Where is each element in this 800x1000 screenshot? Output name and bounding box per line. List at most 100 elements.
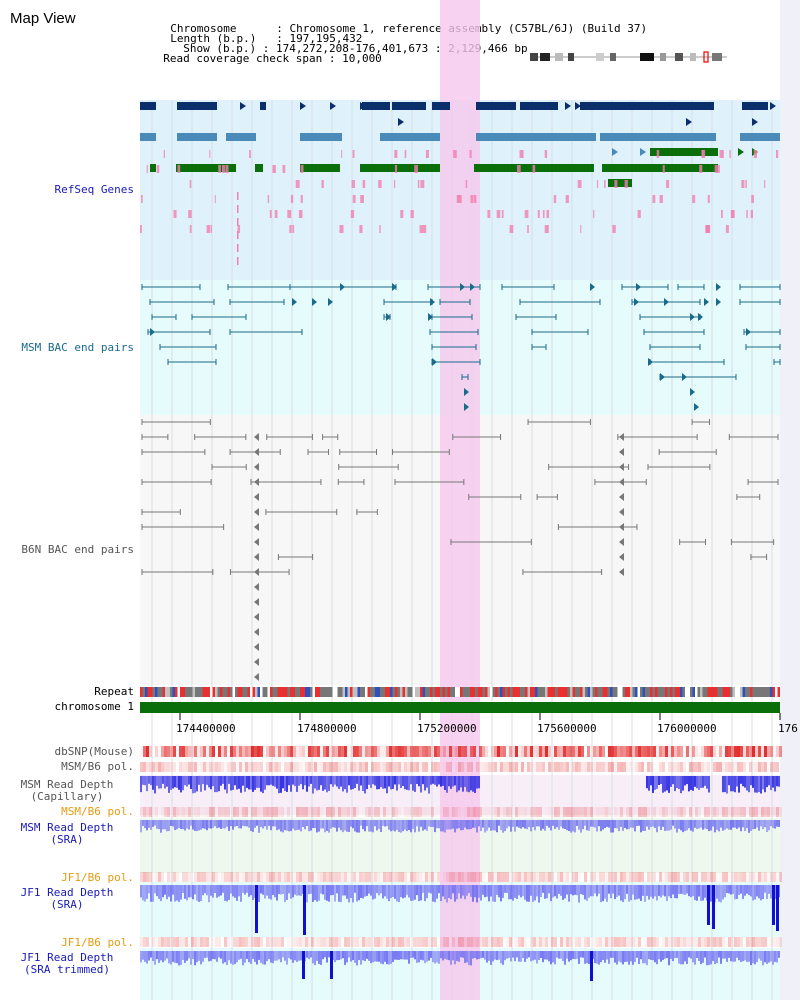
heat-cell <box>653 746 656 757</box>
depth-bar <box>368 885 370 894</box>
repeat-mark <box>700 687 703 697</box>
heat-cell <box>161 937 164 947</box>
heat-cell <box>737 872 740 882</box>
depth-bar <box>444 820 446 833</box>
heat-cell <box>212 807 215 817</box>
heat-cell <box>452 746 455 757</box>
depth-bar <box>384 885 386 897</box>
repeat-mark <box>535 687 538 697</box>
depth-bar <box>226 885 228 902</box>
heat-cell <box>617 762 620 772</box>
heat-cell <box>524 937 527 947</box>
depth-bar <box>482 951 484 958</box>
depth-bar <box>664 951 666 959</box>
heat-cell <box>542 746 545 757</box>
depth-bar <box>724 951 726 959</box>
depth-bar <box>426 885 428 899</box>
depth-bar <box>400 776 402 788</box>
depth-bar <box>326 820 328 831</box>
heat-cell <box>644 746 647 757</box>
heat-cell <box>272 746 275 757</box>
heat-cell <box>371 872 374 882</box>
repeat-mark <box>667 687 670 697</box>
depth-bar <box>760 885 762 901</box>
heat-cell <box>557 746 560 757</box>
depth-bar <box>660 951 662 962</box>
heat-cell <box>545 762 548 772</box>
heat-cell <box>338 807 341 817</box>
repeat-mark <box>770 687 773 697</box>
depth-bar <box>162 820 164 830</box>
heat-cell <box>758 746 761 757</box>
heat-cell <box>467 746 470 757</box>
heat-cell <box>368 872 371 882</box>
heat-cell <box>779 807 782 817</box>
heat-cell <box>635 807 638 817</box>
depth-bar <box>278 776 280 794</box>
depth-bar <box>372 820 374 833</box>
repeat-mark <box>575 687 578 697</box>
heat-cell <box>368 807 371 817</box>
heat-cell <box>734 746 737 757</box>
heat-cell <box>389 746 392 757</box>
depth-bar <box>262 776 264 794</box>
depth-bar <box>452 776 454 787</box>
heat-cell <box>269 746 272 757</box>
depth-bar <box>524 885 526 900</box>
depth-bar <box>598 820 600 827</box>
depth-bar <box>338 885 340 902</box>
heat-cell <box>578 937 581 947</box>
heat-cell <box>212 762 215 772</box>
heat-cell <box>647 937 650 947</box>
depth-bar <box>268 820 270 826</box>
snp-mark <box>140 225 142 233</box>
depth-bar <box>244 951 246 963</box>
heat-cell <box>491 937 494 947</box>
repeat-mark <box>165 687 168 697</box>
heat-cell <box>149 762 152 772</box>
heat-cell <box>152 762 155 772</box>
depth-bar <box>596 951 598 964</box>
heat-cell <box>548 872 551 882</box>
depth-bar <box>464 820 466 828</box>
repeat-mark <box>682 687 685 697</box>
depth-bar <box>612 885 614 894</box>
depth-bar <box>156 776 158 786</box>
depth-bar <box>592 885 594 897</box>
gene-arrow <box>738 148 744 156</box>
heat-cell <box>308 762 311 772</box>
heat-cell <box>362 872 365 882</box>
b6n-bac-end <box>254 478 259 486</box>
depth-bar <box>586 885 588 901</box>
depth-bar <box>198 776 200 785</box>
depth-bar <box>540 885 542 897</box>
repeat-mark <box>180 687 183 697</box>
depth-bar <box>650 820 652 828</box>
heat-cell <box>575 872 578 882</box>
heat-cell <box>491 746 494 757</box>
depth-bar <box>248 820 250 828</box>
heat-cell <box>518 872 521 882</box>
b6n-bac-end <box>254 538 259 546</box>
depth-bar <box>368 776 370 785</box>
depth-bar <box>758 820 760 831</box>
depth-bar <box>150 820 152 830</box>
depth-bar <box>274 951 276 961</box>
heat-cell <box>503 872 506 882</box>
b6n-bac-end <box>254 568 259 576</box>
heat-cell <box>320 807 323 817</box>
heat-cell <box>581 872 584 882</box>
heat-cell <box>176 807 179 817</box>
tick-label: 176000000 <box>657 722 717 735</box>
depth-bar <box>500 885 502 902</box>
repeat-mark <box>487 687 490 697</box>
heat-cell <box>638 762 641 772</box>
depth-bar <box>302 776 304 790</box>
snp-mark <box>614 180 618 188</box>
repeat-mark <box>727 687 730 697</box>
depth-bar <box>394 820 396 832</box>
depth-bar <box>598 951 600 965</box>
depth-bar <box>412 951 414 958</box>
depth-bar <box>340 820 342 831</box>
